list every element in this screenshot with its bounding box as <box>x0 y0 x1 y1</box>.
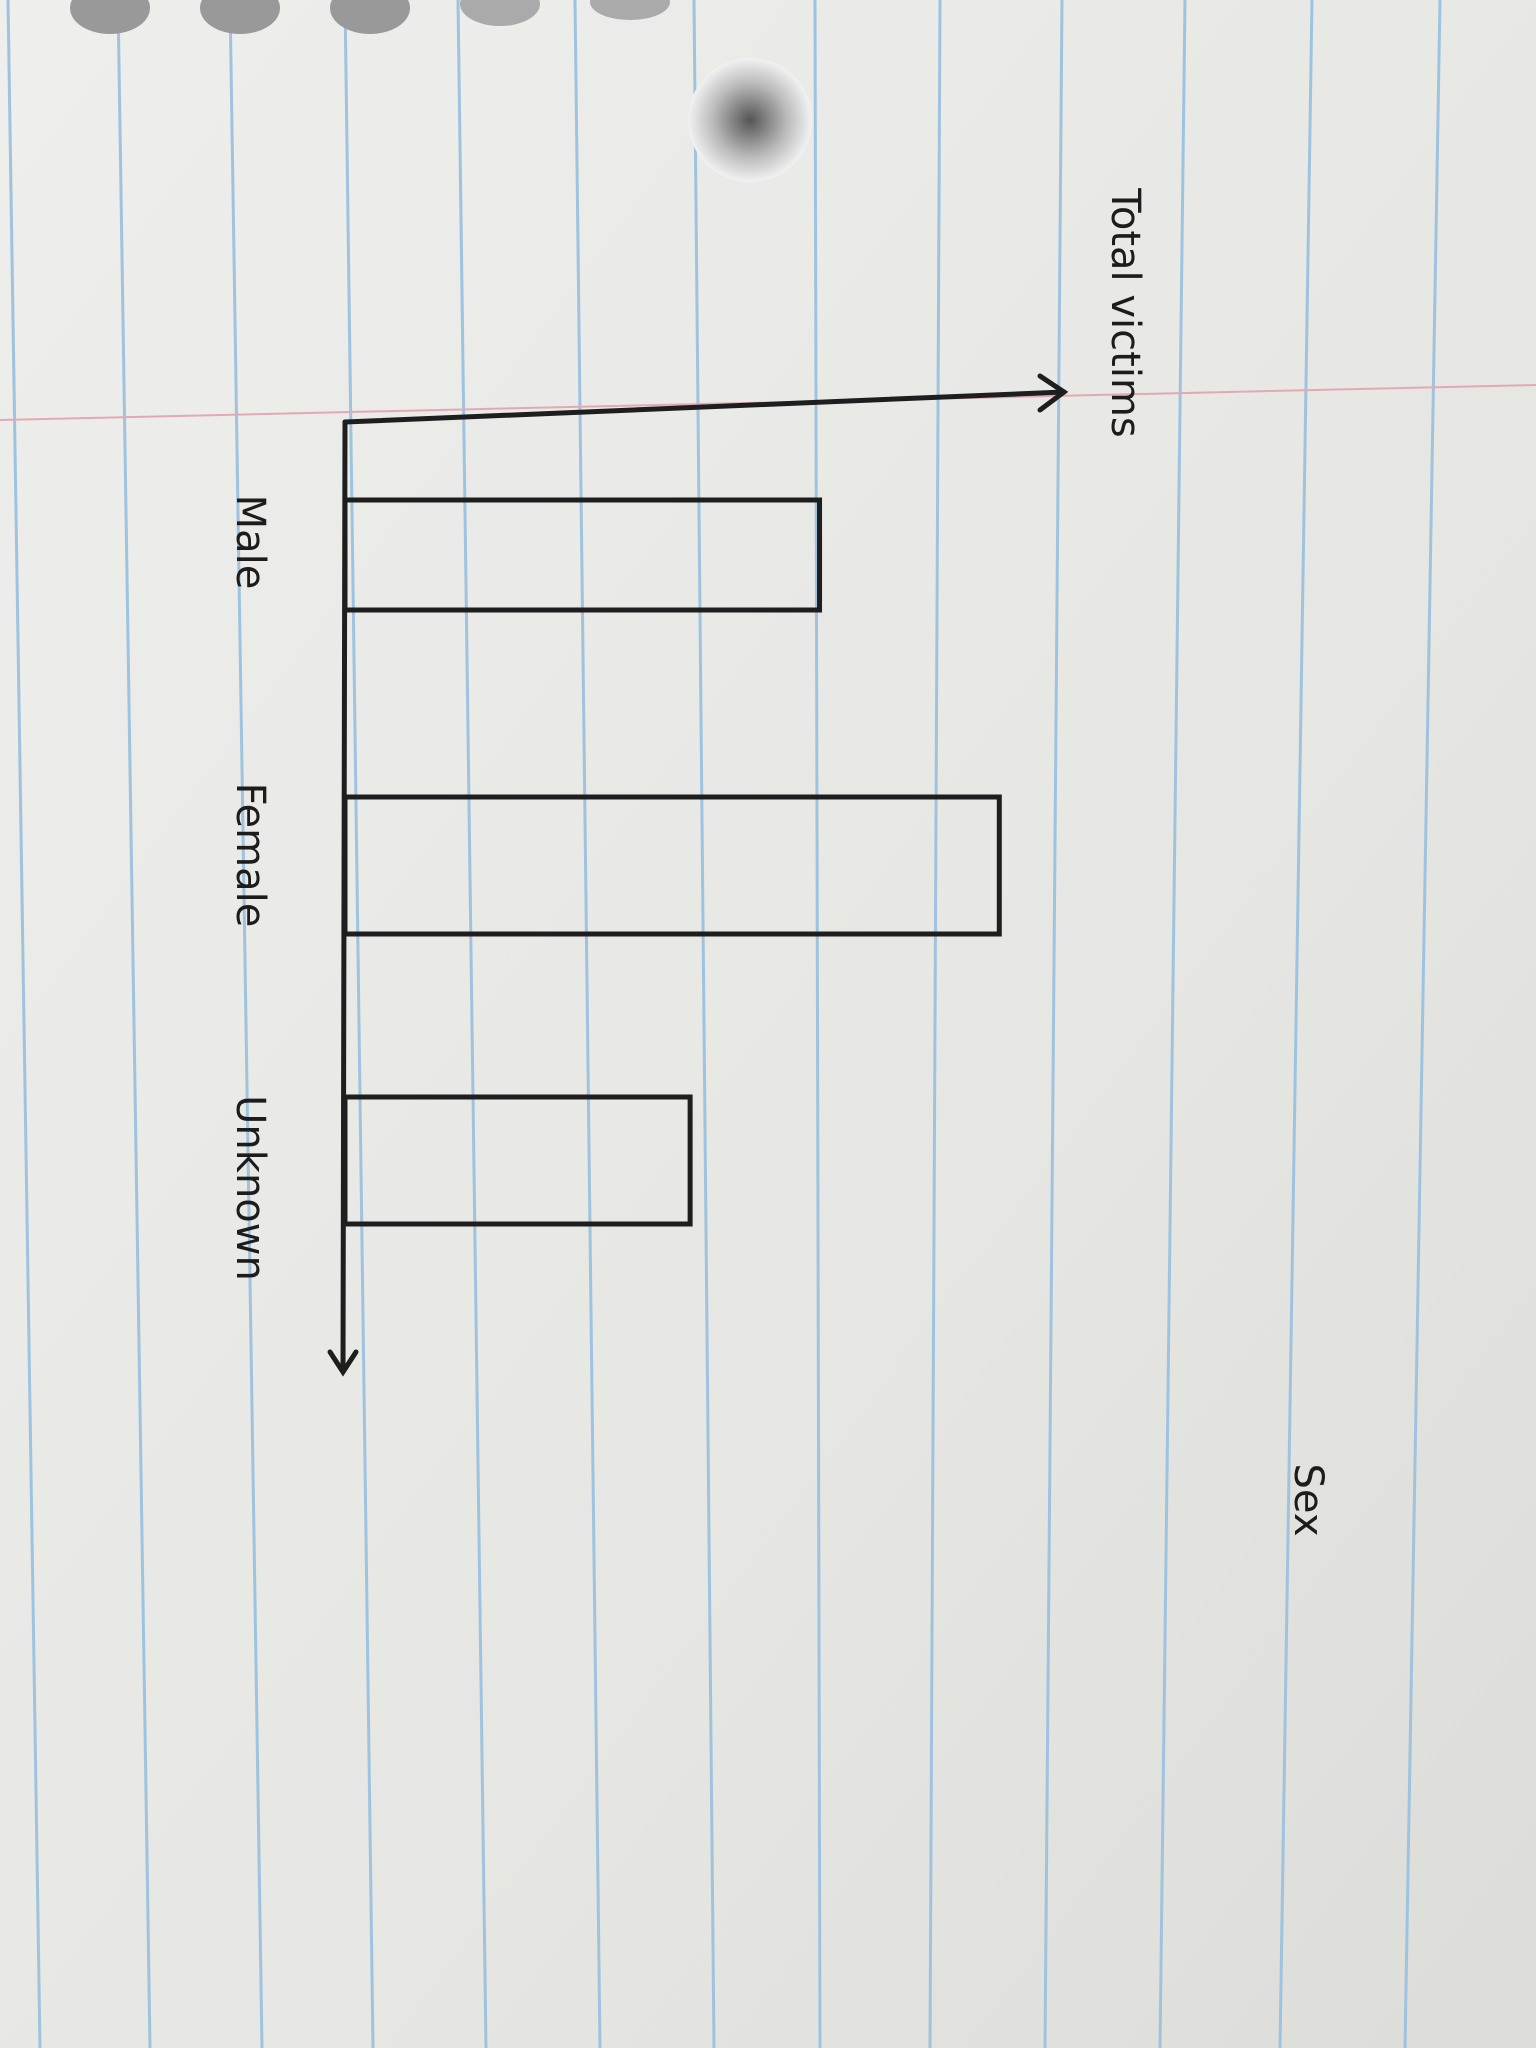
category-label: Unknown <box>227 1095 273 1281</box>
bar <box>342 794 1002 937</box>
category-label: Female <box>227 783 273 928</box>
value-axis-title: Total victims <box>1102 187 1148 438</box>
category-axis-title: Sex <box>1285 1464 1331 1537</box>
ruled-lines <box>6 0 1442 2048</box>
bar <box>342 497 823 613</box>
spiral-binding <box>70 0 812 182</box>
bar <box>342 1094 693 1227</box>
category-label: Male <box>227 495 273 590</box>
